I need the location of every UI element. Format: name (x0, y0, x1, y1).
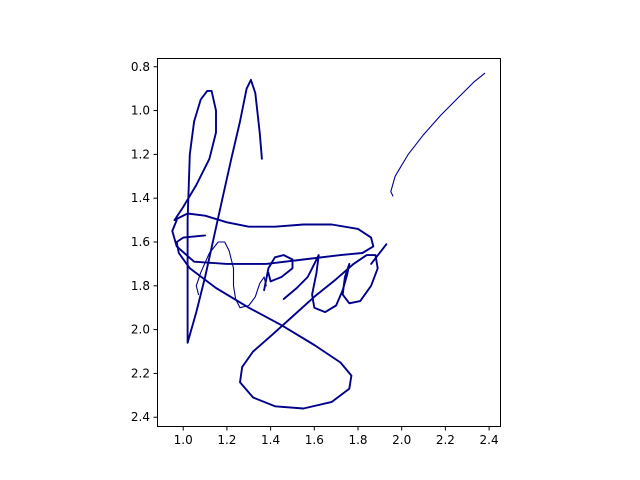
series-line-1 (171, 78, 375, 344)
series-line-4 (175, 234, 379, 410)
x-tick-label: 1.4 (261, 433, 280, 447)
x-tick-label: 1.8 (348, 433, 367, 447)
y-tick-label: 1.2 (131, 147, 150, 161)
plot-frame (157, 58, 501, 427)
series-lines (171, 72, 486, 410)
x-axis-ticks: 1.0 1.2 1.4 1.6 1.8 2.0 2.2 2.4 (174, 426, 499, 447)
x-tick-label: 2.0 (392, 433, 411, 447)
y-tick-label: 1.4 (131, 191, 150, 205)
x-tick-label: 1.2 (217, 433, 236, 447)
y-tick-label: 1.8 (131, 279, 150, 293)
y-tick-label: 1.0 (131, 104, 150, 118)
x-tick-label: 2.4 (480, 433, 499, 447)
x-tick-label: 2.2 (436, 433, 455, 447)
x-tick-label: 1.6 (305, 433, 324, 447)
x-tick-label: 1.0 (174, 433, 193, 447)
plot-background (157, 58, 501, 427)
y-tick-label: 2.0 (131, 323, 150, 337)
series-line-6 (390, 72, 486, 197)
series-line-2 (195, 241, 267, 309)
series-line-5 (370, 243, 388, 265)
series-line-3 (263, 254, 294, 292)
y-tick-label: 0.8 (131, 60, 150, 74)
y-tick-label: 2.2 (131, 366, 150, 380)
y-axis-ticks: 0.8 1.0 1.2 1.4 1.6 1.8 2.0 2.2 2.4 (131, 60, 158, 424)
y-tick-label: 1.6 (131, 235, 150, 249)
y-tick-label: 2.4 (131, 410, 150, 424)
